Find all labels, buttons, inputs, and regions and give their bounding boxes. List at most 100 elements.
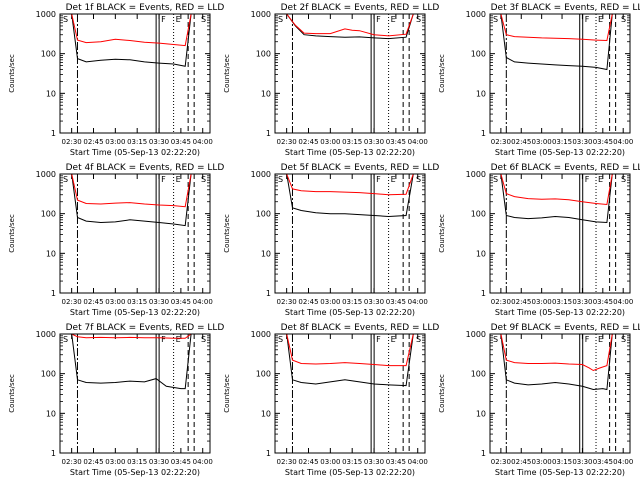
y-tick-label: 100 <box>471 50 486 59</box>
x-tick-label: 03:30 <box>572 458 592 466</box>
x-tick-label: 02:30 <box>491 138 511 146</box>
x-tick-label: 03:15 <box>342 458 362 466</box>
x-tick-label: 02:30 <box>491 298 511 306</box>
y-tick-label: 10 <box>476 249 486 258</box>
x-tick-label: 03:45 <box>593 138 613 146</box>
flag-label-e: E <box>598 175 603 184</box>
y-tick-label: 1 <box>51 129 56 138</box>
chart-title: Det 1f BLACK = Events, RED = LLD <box>66 3 225 13</box>
x-tick-label: 02:45 <box>511 138 531 146</box>
x-axis-label: Start Time (05-Sep-13 02:22:20) <box>285 468 415 477</box>
series-line-events <box>500 13 613 71</box>
series-line-events <box>71 173 192 227</box>
flag-label-s: S <box>416 15 421 24</box>
x-tick-label: 04:00 <box>408 138 428 146</box>
flag-label-f: F <box>585 15 590 24</box>
x-tick-label: 03:30 <box>364 458 384 466</box>
series-line-lld <box>71 333 192 339</box>
flag-label-e: E <box>176 175 181 184</box>
y-tick-label: 1 <box>266 289 271 298</box>
y-tick-label: 1000 <box>36 170 56 179</box>
x-tick-label: 02:30 <box>62 138 82 146</box>
flag-label-s: S <box>201 15 206 24</box>
series-line-events <box>500 173 613 224</box>
chart-title: Det 5f BLACK = Events, RED = LLD <box>281 163 440 173</box>
x-axis-label: Start Time (05-Sep-13 02:22:20) <box>495 468 625 477</box>
plot-frame <box>59 13 211 134</box>
x-tick-label: 03:00 <box>105 458 125 466</box>
x-tick-label: 03:45 <box>386 138 406 146</box>
y-tick-label: 100 <box>256 50 271 59</box>
series-line-events <box>71 333 192 390</box>
x-tick-label: 03:00 <box>532 458 552 466</box>
x-axis-label: Start Time (05-Sep-13 02:22:20) <box>70 468 200 477</box>
chart-panel-2: Det 2f BLACK = Events, RED = LLD Counts/s… <box>223 3 439 157</box>
series-line-events <box>286 173 414 218</box>
flag-label-f: F <box>161 335 166 344</box>
flag-label-s: S <box>278 15 283 24</box>
y-axis-label: Counts/sec <box>8 54 16 93</box>
series-line-events <box>500 333 613 391</box>
y-tick-label: 1000 <box>36 330 56 339</box>
y-axis-label: Counts/sec <box>438 54 446 93</box>
x-tick-label: 03:00 <box>320 458 340 466</box>
y-tick-label: 1000 <box>466 10 486 19</box>
series-line-events <box>286 13 414 40</box>
y-tick-label: 10 <box>46 89 56 98</box>
x-tick-label: 03:15 <box>342 298 362 306</box>
x-tick-label: 02:45 <box>511 298 531 306</box>
chart-title: Det 9f BLACK = Events, RED = LLD <box>491 323 640 333</box>
x-tick-label: 02:45 <box>511 458 531 466</box>
plot-frame <box>489 173 631 294</box>
y-axis-label: Counts/sec <box>223 54 231 93</box>
y-tick-label: 10 <box>46 409 56 418</box>
plot-frame <box>59 173 211 294</box>
flag-label-f: F <box>376 335 381 344</box>
y-tick-label: 1 <box>51 289 56 298</box>
y-tick-label: 10 <box>476 409 486 418</box>
chart-panel-6: Det 6f BLACK = Events, RED = LLD Counts/s… <box>438 163 640 317</box>
y-tick-label: 100 <box>41 370 56 379</box>
series-line-lld <box>500 13 613 42</box>
chart-panel-4: Det 4f BLACK = Events, RED = LLD Counts/s… <box>8 163 224 317</box>
x-tick-label: 03:00 <box>105 138 125 146</box>
flag-label-s: S <box>621 175 626 184</box>
series-line-lld <box>286 13 414 37</box>
y-tick-label: 10 <box>261 249 271 258</box>
x-tick-label: 03:00 <box>105 298 125 306</box>
flag-label-s: S <box>416 335 421 344</box>
x-tick-label: 04:00 <box>193 458 213 466</box>
y-tick-label: 1000 <box>466 330 486 339</box>
x-tick-label: 04:00 <box>613 138 633 146</box>
chart-panel-3: Det 3f BLACK = Events, RED = LLD Counts/s… <box>438 3 640 157</box>
flag-label-s: S <box>493 15 498 24</box>
chart-title: Det 8f BLACK = Events, RED = LLD <box>281 323 440 333</box>
x-tick-label: 03:15 <box>552 138 572 146</box>
plot-frame <box>489 333 631 454</box>
x-tick-label: 03:00 <box>532 138 552 146</box>
x-tick-label: 03:45 <box>386 298 406 306</box>
y-axis-label: Counts/sec <box>223 214 231 253</box>
y-axis-label: Counts/sec <box>438 214 446 253</box>
chart-panel-8: Det 8f BLACK = Events, RED = LLD Counts/s… <box>223 323 439 477</box>
flag-label-s: S <box>493 335 498 344</box>
x-tick-label: 03:45 <box>386 458 406 466</box>
y-axis-label: Counts/sec <box>223 374 231 413</box>
x-tick-label: 03:15 <box>127 458 147 466</box>
x-tick-label: 03:45 <box>171 458 191 466</box>
x-tick-label: 03:30 <box>364 138 384 146</box>
y-tick-label: 1000 <box>251 170 271 179</box>
flag-label-f: F <box>161 175 166 184</box>
y-tick-label: 10 <box>261 89 271 98</box>
flag-label-s: S <box>63 15 68 24</box>
x-tick-label: 02:30 <box>62 458 82 466</box>
x-tick-label: 03:45 <box>171 298 191 306</box>
x-tick-label: 02:30 <box>491 458 511 466</box>
y-tick-label: 1 <box>481 129 486 138</box>
series-line-lld <box>286 173 414 196</box>
y-tick-label: 1000 <box>251 330 271 339</box>
x-tick-label: 02:45 <box>298 298 318 306</box>
series-line-lld <box>500 333 613 372</box>
flag-label-f: F <box>161 15 166 24</box>
